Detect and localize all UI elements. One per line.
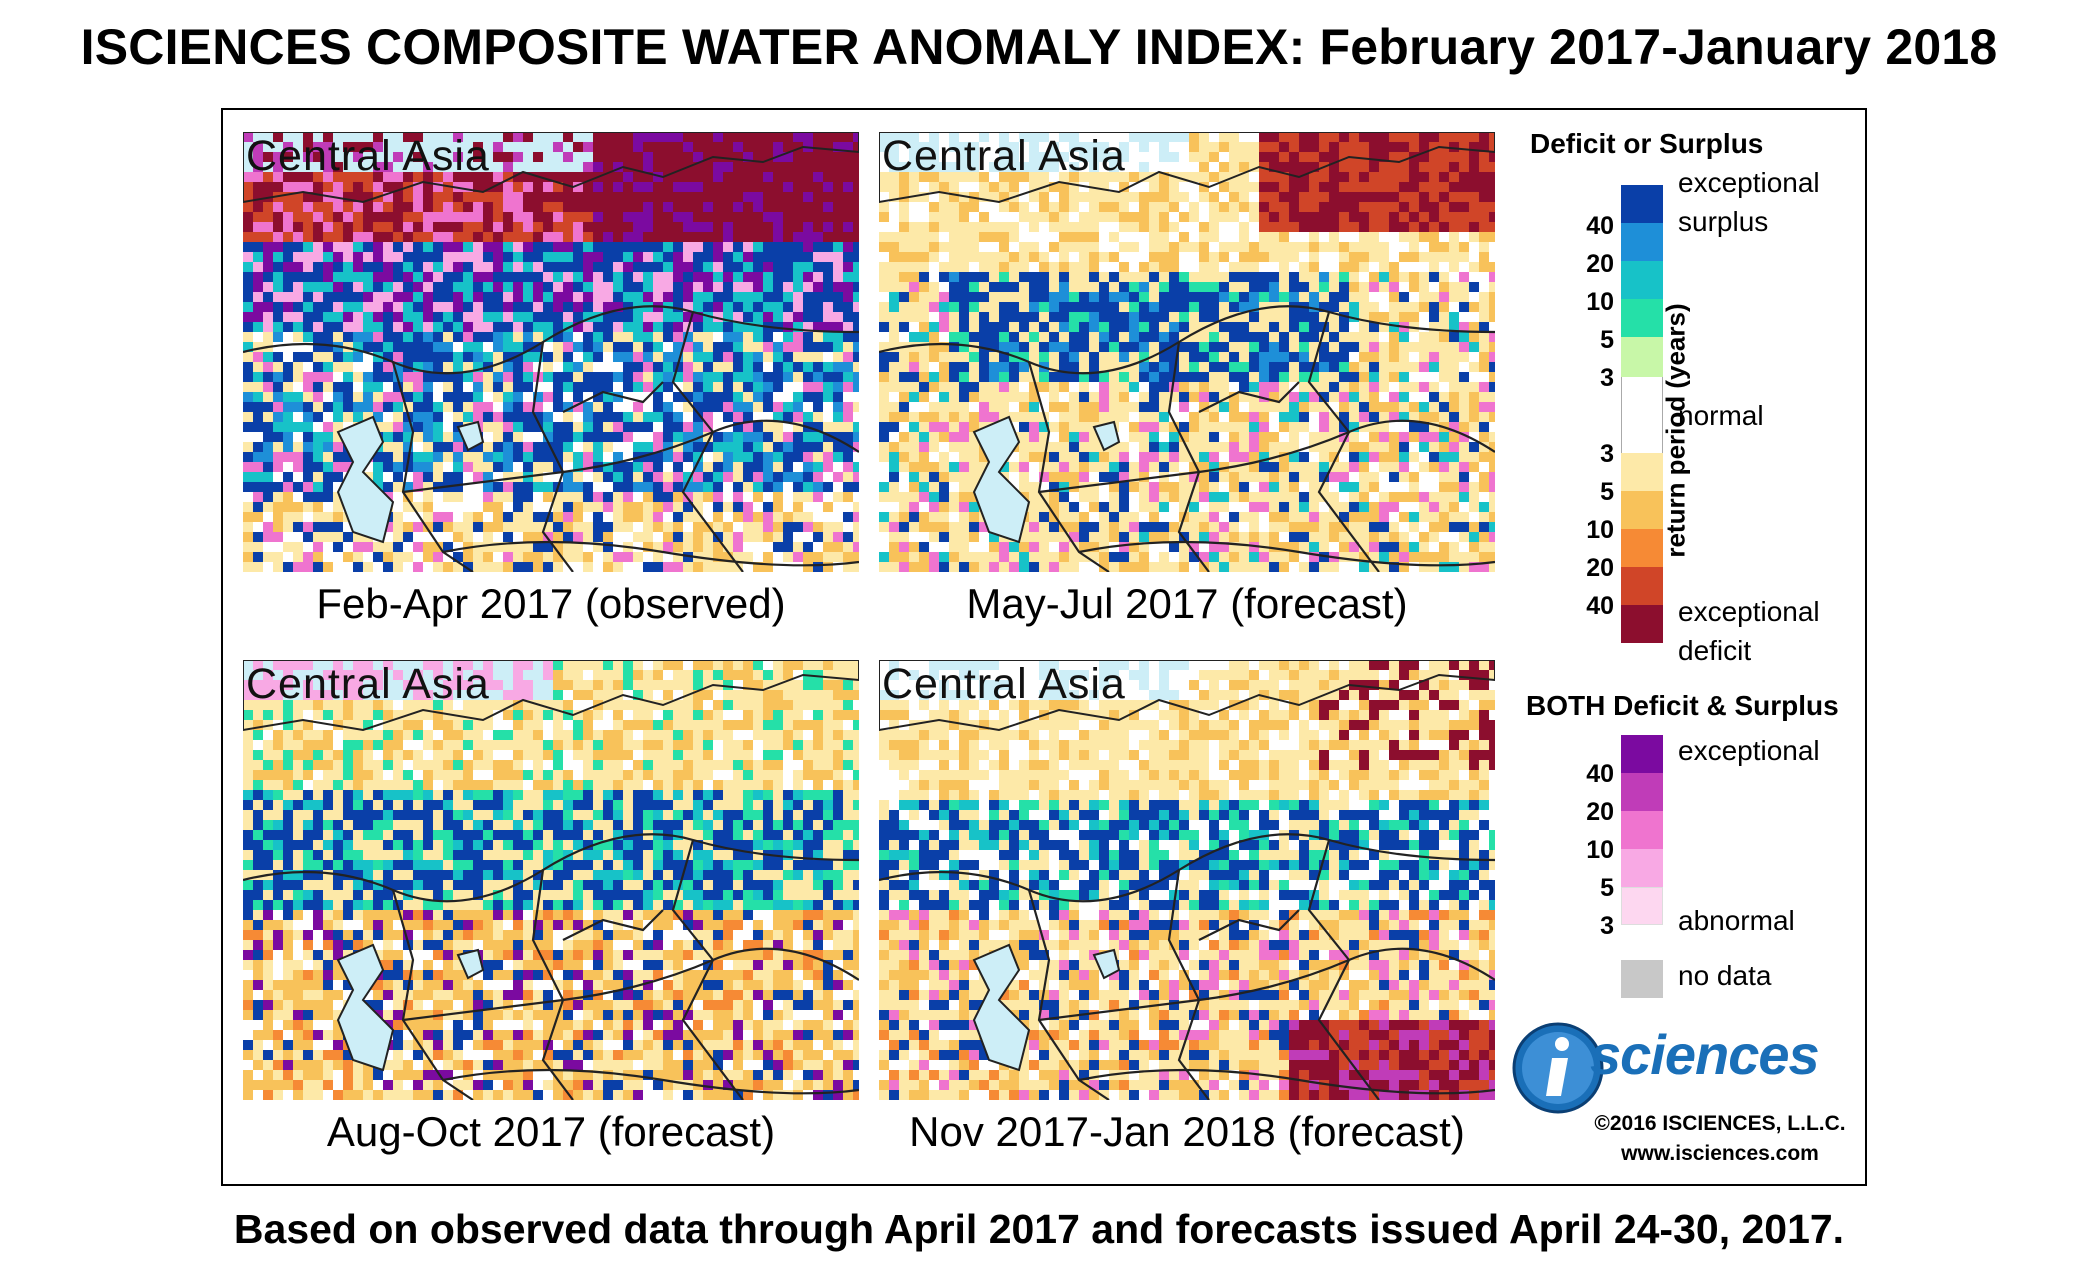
swatch-deficit-20 xyxy=(1621,567,1663,605)
swatch-deficit-exceptional xyxy=(1621,605,1663,643)
legend-tick: 3 xyxy=(1600,912,1614,940)
swatch-no-data xyxy=(1621,960,1663,998)
map-may-jul-2017 xyxy=(879,132,1495,572)
legend-label-exceptional: exceptional xyxy=(1678,596,1820,627)
swatch-surplus-10 xyxy=(1621,299,1663,337)
legend-tick: 3 xyxy=(1600,440,1614,468)
swatch-both-5 xyxy=(1621,887,1663,925)
legend-title-both: BOTH Deficit & Surplus xyxy=(1526,690,1839,721)
swatch-normal xyxy=(1621,377,1663,453)
footer-note: Based on observed data through April 201… xyxy=(233,1206,1845,1252)
isciences-logo-icon xyxy=(1512,1022,1604,1114)
panel-caption-nov-2017-jan-2018: Nov 2017-Jan 2018 (forecast) xyxy=(909,1108,1465,1155)
legend-tick: 5 xyxy=(1600,478,1614,506)
swatch-deficit-5 xyxy=(1621,491,1663,529)
map-panel-may-jul-2017: Central Asia xyxy=(879,132,1495,572)
legend-tick: 20 xyxy=(1586,798,1614,826)
legend-label-exceptional: exceptional xyxy=(1678,167,1820,198)
legend-tick: 5 xyxy=(1600,874,1614,902)
region-label: Central Asia xyxy=(246,132,490,180)
website-link[interactable]: www.isciences.com xyxy=(1621,1142,1819,1165)
region-label: Central Asia xyxy=(882,660,1126,708)
legend-label-deficit: deficit xyxy=(1678,635,1752,666)
swatch-surplus-40 xyxy=(1621,223,1663,261)
swatch-both-40 xyxy=(1621,773,1663,811)
legend-tick: 40 xyxy=(1586,760,1614,788)
legend-label-abnormal: abnormal xyxy=(1678,905,1795,936)
swatch-surplus-20 xyxy=(1621,261,1663,299)
legend-label-no-data: no data xyxy=(1678,960,1772,991)
map-nov-2017-jan-2018 xyxy=(879,660,1495,1100)
logo-wordmark: sciences xyxy=(1590,1023,1820,1086)
legend-tick: 5 xyxy=(1600,326,1614,354)
swatch-deficit-3 xyxy=(1621,453,1663,491)
legend-label-both-exceptional: exceptional xyxy=(1678,735,1820,766)
legend-tick: 3 xyxy=(1600,364,1614,392)
legend-title-deficit-surplus: Deficit or Surplus xyxy=(1530,128,1764,159)
swatch-surplus-5 xyxy=(1621,337,1663,377)
legend-label-normal: normal xyxy=(1678,400,1764,431)
legend-tick: 10 xyxy=(1586,516,1614,544)
legend-tick: 40 xyxy=(1586,592,1614,620)
legend-tick: 10 xyxy=(1586,288,1614,316)
map-panel-feb-apr-2017: Central Asia xyxy=(243,132,859,572)
legend-tick: 20 xyxy=(1586,250,1614,278)
legend-tick: 20 xyxy=(1586,554,1614,582)
swatch-both-exceptional xyxy=(1621,735,1663,773)
swatch-surplus-exceptional xyxy=(1621,185,1663,223)
panel-caption-aug-oct-2017: Aug-Oct 2017 (forecast) xyxy=(326,1108,776,1155)
legend-tick: 40 xyxy=(1586,212,1614,240)
page-title: ISCIENCES COMPOSITE WATER ANOMALY INDEX:… xyxy=(80,19,1998,75)
panel-caption-feb-apr-2017: Feb-Apr 2017 (observed) xyxy=(316,580,786,627)
copyright-text: ©2016 ISCIENCES, L.L.C. xyxy=(1594,1112,1846,1135)
region-label: Central Asia xyxy=(882,132,1126,180)
legend-label-surplus: surplus xyxy=(1678,206,1769,237)
map-panel-aug-oct-2017: Central Asia xyxy=(243,660,859,1100)
region-label: Central Asia xyxy=(246,660,490,708)
map-aug-oct-2017 xyxy=(243,660,859,1100)
map-panel-nov-2017-jan-2018: Central Asia xyxy=(879,660,1495,1100)
figure-frame xyxy=(221,108,1867,1186)
panel-caption-may-jul-2017: May-Jul 2017 (forecast) xyxy=(966,580,1408,627)
legend-tick: 10 xyxy=(1586,836,1614,864)
swatch-both-10 xyxy=(1621,849,1663,887)
map-feb-apr-2017 xyxy=(243,132,859,572)
swatch-both-20 xyxy=(1621,811,1663,849)
swatch-deficit-10 xyxy=(1621,529,1663,567)
